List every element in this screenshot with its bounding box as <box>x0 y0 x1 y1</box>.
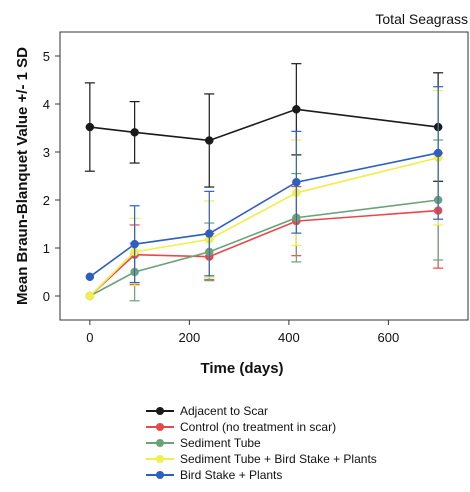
legend-item: Bird Stake + Plants <box>146 467 377 483</box>
y-tick-label: 3 <box>43 145 50 160</box>
chart-legend: Adjacent to Scar Control (no treatment in… <box>146 403 377 483</box>
series-line-control-no-treatment-in-scar <box>89 209 439 297</box>
legend-item: Sediment Tube <box>146 435 377 451</box>
data-point-adjacent-to-scar <box>85 122 95 132</box>
y-tick-label: 2 <box>43 193 50 208</box>
x-tick-label: 400 <box>278 330 300 345</box>
data-point-adjacent-to-scar <box>292 105 301 114</box>
legend-label: Sediment Tube <box>180 436 261 450</box>
x-tick-label: 0 <box>86 330 93 345</box>
data-point-adjacent-to-scar <box>205 136 214 145</box>
legend-label: Adjacent to Scar <box>180 404 269 418</box>
plot-frame <box>59 31 469 321</box>
y-axis-label: Mean Braun-Blanquet Value +/- 1 SD <box>14 47 31 305</box>
legend-label: Bird Stake + Plants <box>180 468 283 482</box>
legend-swatch <box>146 403 174 419</box>
data-point-adjacent-to-scar <box>130 128 139 137</box>
data-point-bird-stake-plants <box>433 148 443 158</box>
chart-title: Total Seagrass <box>375 11 468 27</box>
x-tick-label: 600 <box>378 330 400 345</box>
legend-label: Sediment Tube + Bird Stake + Plants <box>180 452 377 466</box>
data-point-bird-stake-plants <box>292 177 301 187</box>
legend-swatch <box>146 419 174 435</box>
legend-item: Control (no treatment in scar) <box>146 419 377 435</box>
x-tick-label: 200 <box>179 330 201 345</box>
series-line-sediment-tube-bird-stake-plants <box>89 156 439 297</box>
legend-label: Control (no treatment in scar) <box>180 420 337 434</box>
x-axis-label: Time (days) <box>200 360 283 377</box>
legend-swatch <box>146 435 174 451</box>
data-point-bird-stake-plants <box>130 239 139 249</box>
y-tick-label: 5 <box>43 49 50 64</box>
legend-swatch <box>146 467 174 483</box>
y-tick-label: 1 <box>43 241 50 256</box>
data-point-bird-stake-plants <box>85 272 95 282</box>
y-tick-label: 4 <box>43 97 50 112</box>
series-line-adjacent-to-scar <box>89 108 439 142</box>
data-point-bird-stake-plants <box>205 229 214 238</box>
data-point-sediment-tube-bird-stake-plants <box>85 291 95 301</box>
legend-swatch <box>146 451 174 467</box>
legend-item: Sediment Tube + Bird Stake + Plants <box>146 451 377 467</box>
y-tick-label: 0 <box>43 289 50 304</box>
legend-item: Adjacent to Scar <box>146 403 377 419</box>
